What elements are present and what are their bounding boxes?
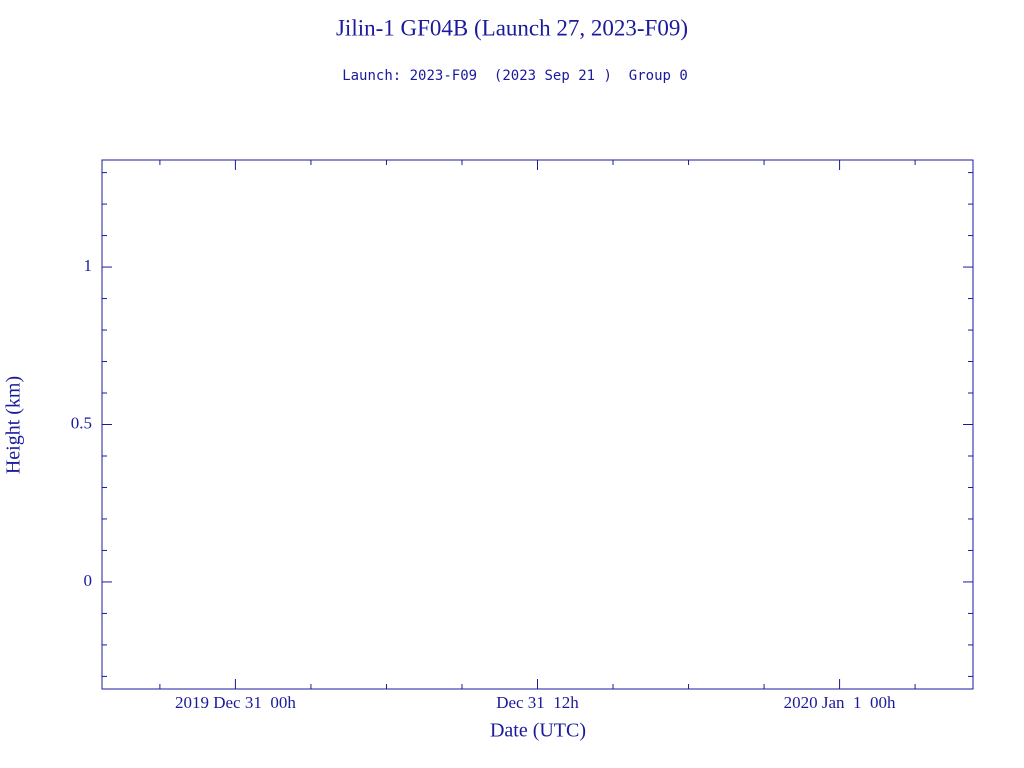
x-axis-label: Date (UTC) (490, 720, 586, 742)
x-tick-label: 2019 Dec 31 00h (175, 693, 296, 712)
chart-title: Jilin-1 GF04B (Launch 27, 2023-F09) (336, 15, 688, 40)
y-tick-label: 0.5 (71, 413, 92, 432)
plot-frame (101, 159, 974, 690)
y-tick-label: 1 (84, 256, 93, 275)
x-tick-label: Dec 31 12h (496, 693, 579, 712)
y-axis-label: Height (km) (3, 376, 25, 474)
chart-subtitle: Launch: 2023-F09 (2023 Sep 21 ) Group 0 (342, 68, 688, 84)
y-tick-label: 0 (84, 571, 93, 590)
x-tick-label: 2020 Jan 1 00h (784, 693, 896, 712)
